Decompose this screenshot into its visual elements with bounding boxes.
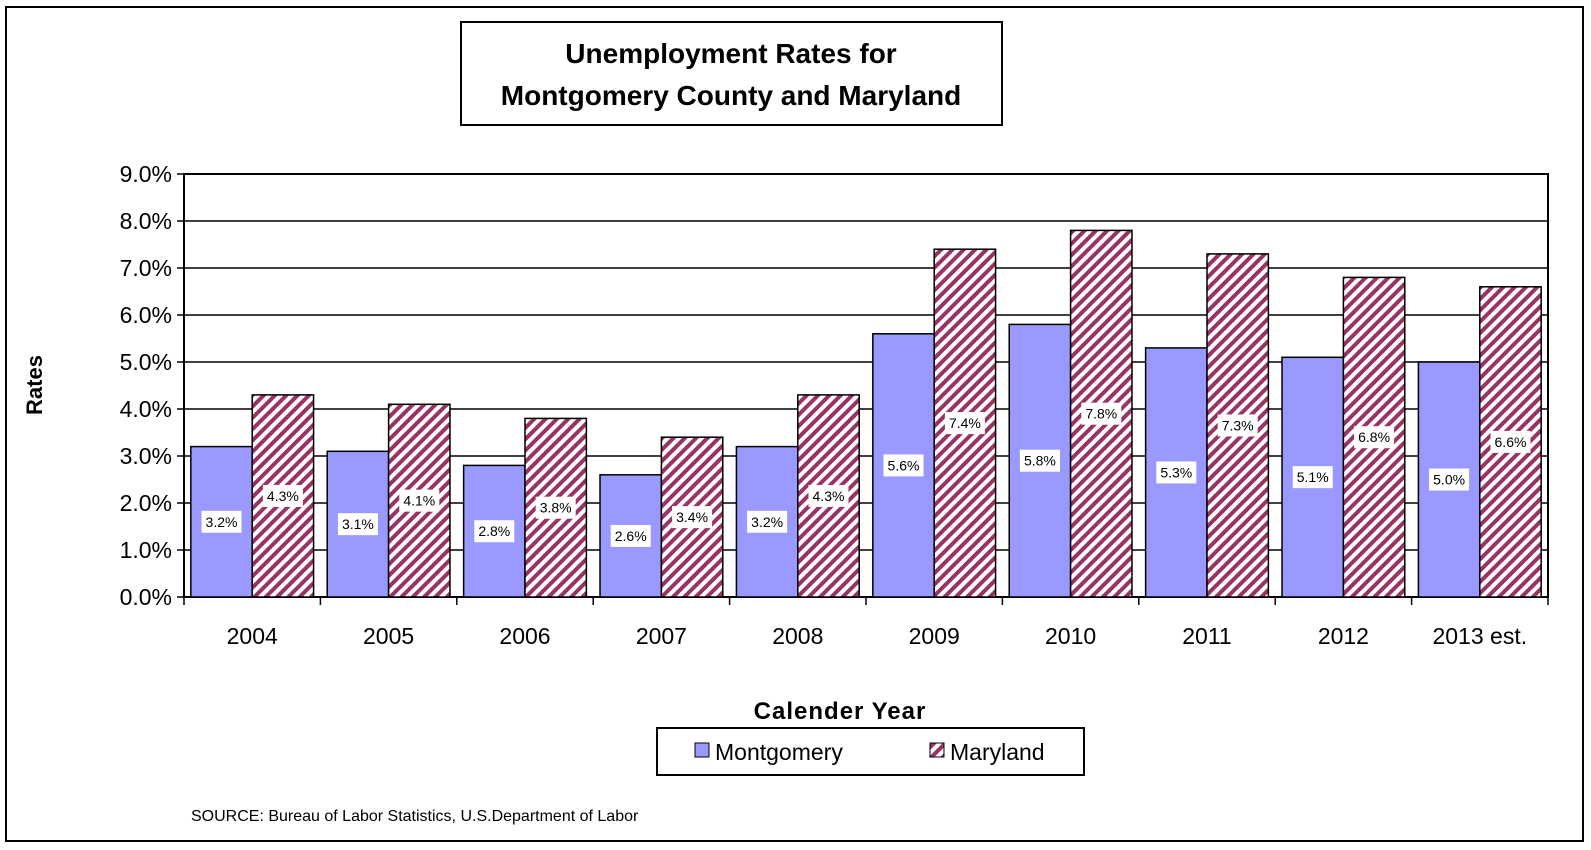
bars: [190, 229, 1542, 598]
data-label-bg: [337, 513, 378, 536]
data-label-text: 5.1%: [1297, 469, 1329, 485]
source-note: SOURCE: Bureau of Labor Statistics, U.S.…: [191, 808, 639, 825]
data-label-bg: [808, 484, 849, 507]
data-label: 7.3%: [1217, 414, 1258, 437]
data-label: 3.1%: [337, 513, 378, 536]
bar-maryland-2011: [1206, 253, 1270, 598]
title-line-1: Unemployment Rates for: [565, 38, 896, 69]
legend-label-montgomery: Montgomery: [715, 739, 843, 765]
y-tick-label: 1.0%: [120, 537, 172, 563]
data-label-bg: [610, 524, 651, 547]
data-label: 2.8%: [474, 520, 515, 543]
data-label-text: 3.4%: [676, 509, 708, 525]
x-tick-label: 2008: [772, 623, 823, 649]
data-label-text: 5.0%: [1433, 472, 1465, 488]
x-axis-label: Calender Year: [754, 698, 927, 725]
data-label-text: 5.6%: [888, 457, 920, 473]
data-label: 3.4%: [672, 506, 713, 529]
data-label: 3.2%: [747, 510, 788, 533]
data-label-bg: [747, 510, 788, 533]
data-label: 5.6%: [883, 454, 924, 477]
title-line-2: Montgomery County and Maryland: [501, 80, 961, 111]
data-label: 4.1%: [399, 489, 440, 512]
x-tick-label: 2006: [499, 623, 550, 649]
data-label-bg: [883, 454, 924, 477]
data-label-text: 3.2%: [751, 514, 783, 530]
y-tick-label: 0.0%: [120, 584, 172, 610]
x-tick-label: 2009: [909, 623, 960, 649]
data-label-bg: [399, 489, 440, 512]
data-label: 4.3%: [262, 484, 303, 507]
data-label-bg: [1081, 402, 1122, 425]
data-label-text: 7.3%: [1222, 417, 1254, 433]
data-label: 5.0%: [1429, 468, 1470, 491]
x-tick-label: 2010: [1045, 623, 1096, 649]
data-label-bg: [672, 506, 713, 529]
axes: 0.0% 1.0% 2.0% 3.0% 4.0% 5.0% 6.0% 7.0% 8.0% 9.0%…: [120, 161, 1549, 649]
data-label: 3.8%: [535, 496, 576, 519]
data-label: 2.6%: [610, 524, 651, 547]
y-tick-label: 6.0%: [120, 302, 172, 328]
data-label: 6.6%: [1490, 430, 1531, 453]
legend-swatch-montgomery: [694, 742, 710, 758]
data-label-text: 4.1%: [403, 493, 435, 509]
data-label: 3.2%: [201, 510, 242, 533]
data-label-bg: [1217, 414, 1258, 437]
data-label-bg: [1292, 466, 1333, 489]
data-label: 5.1%: [1292, 466, 1333, 489]
data-label-text: 2.6%: [615, 528, 647, 544]
chart-title: Unemployment Rates for Montgomery County…: [460, 21, 1003, 126]
x-tick-label: 2007: [636, 623, 687, 649]
data-label: 7.4%: [944, 412, 985, 435]
y-tick-label: 3.0%: [120, 443, 172, 469]
data-label-bg: [535, 496, 576, 519]
data-label: 5.3%: [1156, 461, 1197, 484]
legend-label-maryland: Maryland: [950, 739, 1045, 765]
data-label-bg: [1019, 449, 1060, 472]
data-label-bg: [1429, 468, 1470, 491]
x-tick-label: 2013 est.: [1432, 623, 1527, 649]
y-tick-label: 7.0%: [120, 255, 172, 281]
data-label-bg: [1354, 426, 1395, 449]
data-label-text: 7.4%: [949, 415, 981, 431]
data-label-text: 4.3%: [267, 488, 299, 504]
data-label-text: 5.3%: [1160, 464, 1192, 480]
y-tick-label: 5.0%: [120, 349, 172, 375]
data-label-text: 3.1%: [342, 516, 374, 532]
data-label: 6.8%: [1354, 426, 1395, 449]
data-label-text: 3.8%: [540, 500, 572, 516]
legend-swatch-maryland: [929, 742, 945, 758]
data-label-bg: [262, 484, 303, 507]
x-tick-label: 2011: [1182, 623, 1231, 649]
data-label-text: 2.8%: [478, 523, 510, 539]
data-label-text: 6.6%: [1495, 434, 1527, 450]
data-label-text: 5.8%: [1024, 453, 1056, 469]
legend: Montgomery Maryland: [656, 727, 1085, 776]
data-label: 4.3%: [808, 484, 849, 507]
x-tick-label: 2004: [227, 623, 278, 649]
y-axis-label: Rates: [22, 355, 47, 415]
data-label-bg: [201, 510, 242, 533]
data-label-bg: [474, 520, 515, 543]
data-label-bg: [1156, 461, 1197, 484]
y-tick-label: 9.0%: [120, 161, 172, 187]
data-label: 5.8%: [1019, 449, 1060, 472]
data-label-text: 6.8%: [1358, 429, 1390, 445]
data-label-text: 4.3%: [813, 488, 845, 504]
y-tick-label: 8.0%: [120, 208, 172, 234]
y-tick-label: 2.0%: [120, 490, 172, 516]
data-label: 7.8%: [1081, 402, 1122, 425]
data-label-bg: [944, 412, 985, 435]
data-labels: 3.2% 4.3% 3.1% 4.1% 2.8% 3.8% 2.6% 3.4% 3.2% 4.3%…: [201, 402, 1531, 547]
data-label-text: 7.8%: [1085, 406, 1117, 422]
x-tick-label: 2005: [363, 623, 414, 649]
data-label-text: 3.2%: [206, 514, 238, 530]
y-tick-label: 4.0%: [120, 396, 172, 422]
data-label-bg: [1490, 430, 1531, 453]
x-tick-label: 2012: [1318, 623, 1369, 649]
